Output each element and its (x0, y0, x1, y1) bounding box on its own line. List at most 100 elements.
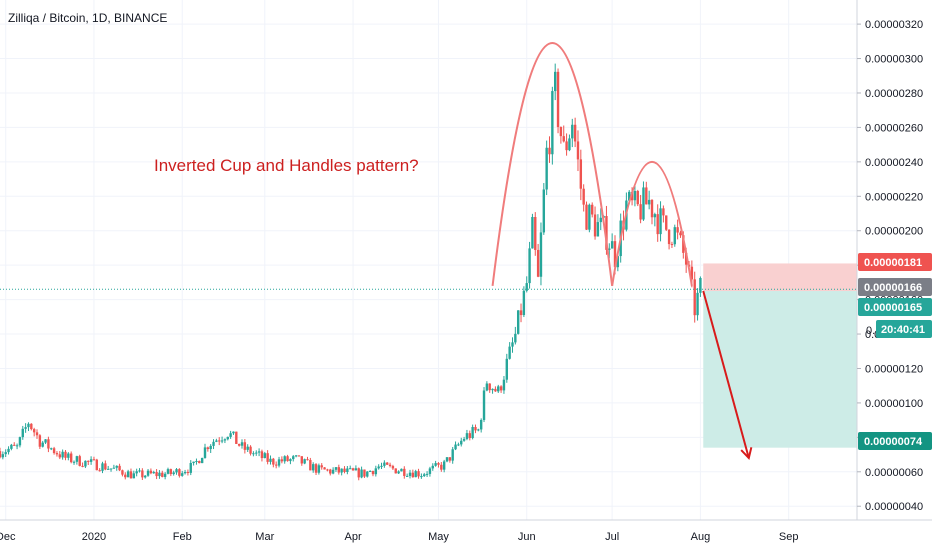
candle-body (579, 159, 583, 189)
chart-title: Zilliqa / Bitcoin, 1D, BINANCE (8, 11, 167, 25)
candle-body (92, 459, 96, 461)
candle-body (653, 214, 657, 218)
candle-body (229, 433, 232, 437)
candle-body (218, 440, 221, 442)
y-tick-label: 0.00000300 (865, 54, 923, 66)
candle-body (52, 448, 56, 454)
candle-body (337, 467, 341, 473)
candle-body (155, 472, 158, 477)
candle-body (129, 471, 133, 479)
candle-body (582, 188, 585, 205)
candle-body (411, 472, 415, 478)
candle-body (309, 459, 312, 471)
x-tick-label: Dec (0, 531, 16, 543)
candle-body (283, 456, 286, 462)
candle-body (565, 141, 568, 151)
candle-body (659, 208, 662, 235)
candle-body (24, 427, 27, 429)
candle-body (608, 248, 611, 250)
candle-body (405, 475, 409, 477)
candle-body (64, 451, 67, 458)
candle-body (0, 451, 2, 458)
candle-body (106, 468, 110, 470)
candle-body (200, 457, 204, 464)
candle-body (571, 124, 574, 139)
last-price-label: 0.00000166 (864, 282, 922, 294)
candle-body (13, 444, 16, 446)
candle-body (209, 445, 212, 450)
candle-body (349, 468, 352, 470)
candle-body (101, 463, 104, 471)
pattern-arc (491, 42, 614, 286)
candle-body (676, 227, 679, 233)
candle-body (189, 463, 192, 473)
candle-body (141, 470, 144, 478)
candle-body (636, 191, 639, 205)
candle-body (237, 443, 241, 446)
candle-body (260, 451, 264, 459)
candle-body (266, 453, 269, 462)
candle-body (289, 459, 292, 462)
candle-body (138, 470, 141, 472)
candle-body (15, 445, 19, 447)
candle-body (340, 468, 343, 473)
candle-body (497, 386, 500, 392)
candle-body (87, 460, 90, 462)
candle-body (126, 471, 130, 478)
candle-body (667, 229, 671, 245)
candle-body (206, 447, 210, 450)
candle-body (656, 214, 659, 235)
candle-body (425, 473, 429, 475)
y-tick-label: 0.00000320 (865, 19, 923, 31)
candle-body (286, 456, 289, 462)
candle-body (186, 472, 190, 474)
candle-body (610, 241, 614, 249)
candle-body (400, 468, 403, 472)
candle-body (568, 138, 571, 151)
candle-body (485, 383, 489, 391)
candle-body (437, 463, 440, 465)
candle-body (47, 439, 50, 449)
candle-body (511, 342, 514, 347)
candle-body (690, 266, 694, 280)
candle-body (383, 462, 386, 466)
candle-body (7, 448, 10, 453)
candle-body (44, 439, 47, 443)
candle-body (323, 467, 326, 470)
candle-body (468, 433, 471, 439)
candle-body (300, 456, 304, 464)
candle-body (616, 256, 620, 268)
candle-body (81, 465, 84, 467)
target-zone (703, 290, 857, 448)
candle-body (642, 187, 645, 220)
candle-body (306, 459, 309, 461)
candle-body (255, 452, 258, 454)
candle-body (69, 453, 73, 463)
candle-body (115, 465, 118, 468)
candle-body (699, 277, 702, 293)
candle-body (215, 440, 218, 442)
candle-body (249, 446, 252, 454)
candle-body (434, 463, 437, 466)
candle-body (50, 448, 53, 450)
candle-body (494, 388, 497, 392)
pattern-arc (611, 160, 693, 286)
candle-body (360, 469, 363, 478)
candle-body (331, 469, 335, 474)
candle-body (181, 473, 184, 476)
y-tick-label: 0.00000260 (865, 122, 923, 134)
countdown-tag: 20:40:41 (876, 320, 932, 338)
candle-body (192, 461, 195, 464)
candle-body (294, 455, 298, 457)
candle-body (252, 453, 255, 455)
candle-body (377, 466, 380, 469)
candle-body (505, 358, 508, 380)
candle-body (149, 470, 153, 474)
candle-body (363, 469, 366, 477)
candle-body (146, 470, 150, 476)
trade-zones (703, 263, 857, 448)
candle-body (72, 461, 76, 463)
candle-body (423, 474, 426, 477)
price-tags: 0.00000181 0.00000166 0.00000165 0. 20:4… (858, 253, 932, 450)
